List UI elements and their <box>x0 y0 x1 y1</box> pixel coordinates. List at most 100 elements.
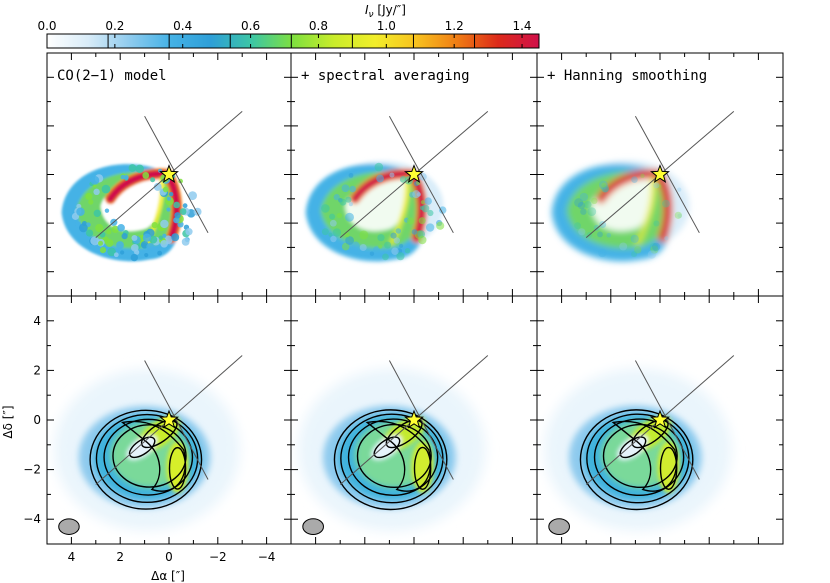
speckle-dot <box>150 177 156 183</box>
speckle-dot <box>328 232 333 237</box>
speckle-dot <box>640 173 645 179</box>
speckle-dot <box>602 186 609 193</box>
x-tick-label: −4 <box>258 550 276 564</box>
contour-line <box>619 436 647 459</box>
speckle-dot <box>579 192 589 202</box>
y-tick-label: 0 <box>33 413 41 427</box>
speckle-dot <box>339 198 347 206</box>
speckle-dot <box>677 213 683 219</box>
panel-image <box>551 110 735 262</box>
y-tick-label: 2 <box>33 363 41 377</box>
speckle-dot <box>105 239 114 248</box>
speckle-dot <box>120 250 125 255</box>
speckle-dot <box>329 213 336 220</box>
speckle-dot <box>598 180 608 190</box>
speckle-dot <box>344 232 350 238</box>
speckle-dot <box>664 236 669 241</box>
speckle-dot <box>677 187 682 192</box>
speckle-dot <box>418 217 426 225</box>
speckle-dot <box>587 207 597 217</box>
speckle-dot <box>131 235 138 242</box>
speckle-dot <box>647 250 657 259</box>
panel-row1-col2: + spectral averaging <box>290 52 538 297</box>
speckle-dot <box>166 207 171 212</box>
speckle-dot <box>412 190 421 199</box>
contour-line <box>168 446 187 490</box>
contours <box>579 409 694 511</box>
speckle-dot <box>90 175 100 185</box>
speckle-dot <box>574 198 584 208</box>
speckle-dot <box>116 241 124 249</box>
panel-row2-col2 <box>290 295 538 545</box>
speckle-dot <box>135 164 144 174</box>
speckle-dot <box>584 200 592 209</box>
colorbar-tick-label: 0.8 <box>309 19 328 33</box>
speckle-dot <box>166 196 171 201</box>
speckle-dot <box>185 228 193 236</box>
speckle-dot <box>157 250 163 256</box>
panel-row1-col3: + Hanning smoothing <box>536 52 784 297</box>
speckle-dot <box>580 208 587 215</box>
speckle-dot <box>344 212 354 222</box>
contour-line <box>356 423 432 489</box>
speckle-dot <box>162 233 167 238</box>
central-hole <box>126 434 159 461</box>
speckle-dot <box>160 219 169 229</box>
speckle-dot <box>104 208 110 213</box>
panel-image <box>61 110 243 262</box>
speckle-dot <box>149 235 158 244</box>
speckle-dot <box>345 236 355 245</box>
speckle-dot <box>142 233 152 242</box>
speckle-dot <box>181 237 190 246</box>
speckle-dot <box>117 224 125 232</box>
speckle-dot <box>369 251 375 256</box>
y-axis-label: Δδ [″] <box>1 405 15 438</box>
speckle-dot <box>376 174 384 183</box>
contours <box>89 409 203 510</box>
colorbar: Iν [Jy/″] 0.0 0.2 0.4 0.6 0.8 1.0 1.2 1.4 <box>37 3 540 49</box>
speckle-dot <box>121 233 128 240</box>
speckle-dot <box>179 208 187 215</box>
colorbar-tick-label: 0.2 <box>105 19 124 33</box>
panel-title: + spectral averaging <box>301 68 470 84</box>
speckle-dot <box>373 246 381 254</box>
x-tick-label: −2 <box>209 550 227 564</box>
minor-axis-line <box>144 360 209 480</box>
speckle-dot <box>128 164 137 172</box>
panel-row2-col3 <box>536 295 784 545</box>
speckle-dot <box>359 230 369 240</box>
speckle-dot <box>101 184 111 194</box>
beam-ellipse <box>548 518 570 536</box>
colorbar-marks <box>46 34 523 48</box>
colorbar-bar <box>46 33 540 49</box>
panel-row1-col1: CO(2−1) model <box>46 52 292 297</box>
speckles <box>321 162 447 261</box>
speckle-dot <box>597 231 603 238</box>
speckle-dot <box>348 202 353 207</box>
speckle-dot <box>93 188 100 196</box>
panel-title: + Hanning smoothing <box>547 68 707 84</box>
speckle-dot <box>90 236 100 246</box>
star-marker <box>404 164 424 183</box>
speckle-dot <box>330 235 337 243</box>
speckle-dot <box>144 252 149 258</box>
speckle-dot <box>631 176 638 183</box>
mid-arc <box>635 176 656 246</box>
speckle-dot <box>652 242 661 251</box>
colorbar-tick-label: 1.4 <box>512 19 531 33</box>
speckle-dot <box>395 228 402 234</box>
speckles <box>574 173 683 259</box>
contour-line <box>140 419 178 449</box>
speckle-dot <box>158 235 164 240</box>
speckle-dot <box>359 243 367 251</box>
contour-line <box>340 413 444 504</box>
speckle-dot <box>348 172 354 178</box>
speckle-dot <box>389 172 395 178</box>
colorbar-tick-label: 0.0 <box>37 19 56 33</box>
speckle-dot <box>71 212 80 220</box>
speckle-dot <box>123 175 129 180</box>
central-hole <box>370 434 403 461</box>
speckle-dot <box>406 217 415 225</box>
speckle-dot <box>134 249 140 255</box>
axis-ticks <box>47 53 291 296</box>
